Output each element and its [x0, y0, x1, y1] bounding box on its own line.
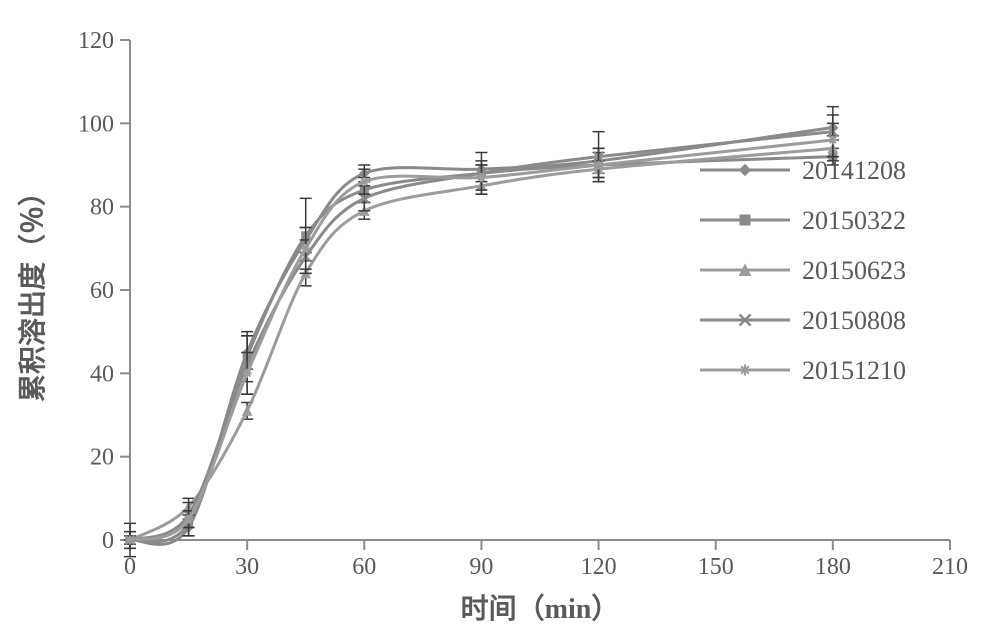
starburst-marker [301, 244, 310, 253]
y-tick-label: 120 [78, 28, 114, 54]
y-axis-label: 累积溶出度（％） [16, 178, 49, 402]
x-tick-label: 210 [932, 554, 968, 580]
x-tick-label: 30 [235, 554, 259, 580]
y-tick-label: 0 [102, 528, 114, 554]
starburst-marker [360, 177, 369, 186]
y-tick-label: 60 [90, 278, 114, 304]
x-tick-label: 0 [124, 554, 136, 580]
x-tick-label: 150 [698, 554, 734, 580]
legend-label: 20141208 [802, 156, 906, 185]
legend-label: 20151210 [802, 356, 906, 385]
square-marker [740, 215, 750, 225]
legend-label: 20150322 [802, 206, 906, 235]
dissolution-chart: 0 20 40 60 80 100 120 0 30 60 90 120 150 180 210 累积溶出度（… [0, 0, 1000, 632]
x-axis-label: 时间（min） [461, 592, 620, 625]
y-tick-label: 80 [90, 195, 114, 221]
x-tick-label: 180 [815, 554, 851, 580]
starburst-marker [477, 173, 486, 182]
y-tick-label: 20 [90, 445, 114, 471]
y-tick-label: 100 [78, 111, 114, 137]
y-tick-label: 40 [90, 361, 114, 387]
starburst-marker [243, 369, 252, 378]
legend-label: 20150623 [802, 256, 906, 285]
starburst-marker [740, 365, 751, 376]
x-tick-label: 90 [469, 554, 493, 580]
starburst-marker [126, 536, 135, 545]
legend-label: 20150808 [802, 306, 906, 335]
x-tick-label: 60 [352, 554, 376, 580]
x-tick-label: 120 [581, 554, 617, 580]
